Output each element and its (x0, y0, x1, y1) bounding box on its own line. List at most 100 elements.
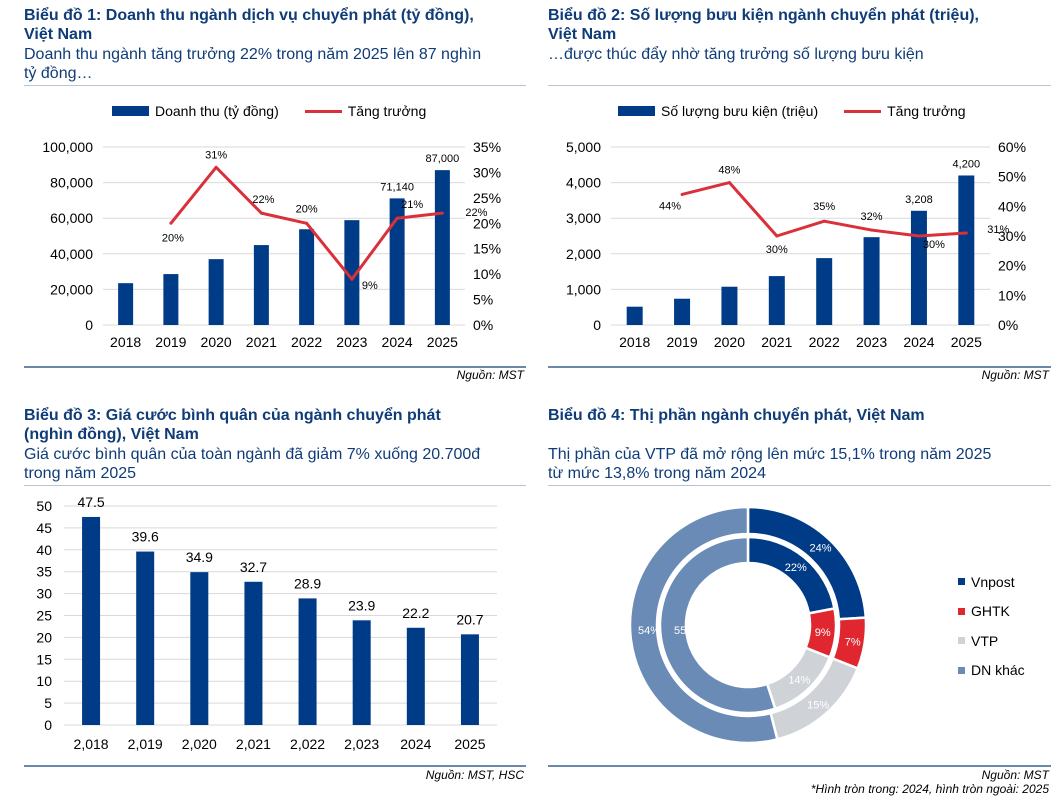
y-tick-label: 50 (36, 498, 52, 514)
slice-label: 15% (807, 700, 829, 712)
chart3-subtitle: Giá cước bình quân của toàn ngành đã giả… (24, 445, 534, 483)
chart2-header-rule (548, 85, 1051, 86)
growth-point (169, 221, 173, 225)
growth-data-label: 20% (296, 203, 318, 215)
chart1-svg: 0 20,000 40,000 60,000 80,000 100,000 0% 5% 10% 1… (42, 139, 501, 350)
chart3-footer-rule (24, 765, 526, 767)
legend-item-vtp: VTP (958, 626, 1025, 656)
legend-label-growth: Tăng trưởng (347, 103, 427, 119)
legend-label-other: DN khác (971, 662, 1025, 679)
legend-swatch-ghtk (958, 607, 965, 615)
y-left-tick-label: 40,000 (50, 246, 93, 262)
y-right-tick-label: 0% (998, 317, 1018, 333)
y-tick-label: 15 (36, 651, 52, 667)
x-tick-label: 2025 (427, 334, 458, 350)
chart1-title: Biểu đồ 1: Doanh thu ngành dịch vụ chuyể… (24, 6, 534, 44)
bar-data-label: 4,200 (953, 158, 981, 170)
y-tick-label: 25 (36, 608, 52, 624)
chart1-legend: Doanh thu (tỷ đồng) Tăng trưởng (112, 103, 426, 119)
y-right-tick-label: 10% (473, 266, 501, 282)
legend-swatch-vnpost (958, 578, 965, 586)
bar-data-label: 47.5 (77, 494, 104, 510)
growth-point (395, 216, 399, 220)
bar (244, 581, 263, 725)
bar (863, 237, 880, 325)
outer-slice-dn-khác (628, 505, 779, 745)
legend-label-vnpost: Vnpost (971, 573, 1015, 590)
bar (460, 634, 479, 725)
chart4-subtitle-line1: Thị phần của VTP đã mở rộng lên mức 15,1… (548, 446, 992, 463)
legend-item-ghtk: GHTK (958, 597, 1025, 627)
growth-point (214, 165, 218, 169)
growth-data-label: 20% (162, 232, 184, 244)
bar-data-label: 22.2 (402, 605, 429, 621)
y-tick-label: 30 (36, 586, 52, 602)
growth-point (917, 234, 921, 238)
x-tick-label: 2024 (903, 334, 934, 350)
y-right-tick-label: 20% (473, 215, 501, 231)
y-right-tick-label: 15% (473, 241, 501, 257)
slice-label: 24% (810, 543, 832, 555)
growth-point (305, 221, 309, 225)
bar (352, 620, 371, 725)
growth-data-label: 30% (766, 244, 788, 256)
growth-point (350, 277, 354, 281)
growth-point (440, 211, 444, 215)
slice-label: 55% (674, 625, 696, 637)
chart4-footer-rule (548, 765, 1051, 767)
x-tick-label: 2,018 (74, 736, 109, 752)
x-tick-label: 2021 (761, 334, 792, 350)
bar (118, 283, 134, 325)
bar (434, 170, 450, 325)
chart2-title-line2: Việt Nam (548, 26, 617, 43)
chart3-header-rule (24, 485, 526, 486)
y-right-tick-label: 30% (998, 228, 1026, 244)
x-tick-label: 2023 (336, 334, 367, 350)
y-left-tick-label: 1,000 (566, 281, 601, 297)
y-tick-label: 45 (36, 520, 52, 536)
inner-slice-dn-khác (658, 535, 777, 715)
growth-point (727, 181, 731, 185)
chart1-subtitle-line1: Doanh thu ngành tăng trưởng 22% trong nă… (24, 46, 482, 63)
bar (910, 210, 927, 325)
chart3-subtitle-line2: trong năm 2025 (24, 465, 137, 482)
chart4-title-line1: Biểu đồ 4: Thị phần ngành chuyển phát, V… (548, 407, 925, 424)
legend-swatch-vtp (958, 637, 965, 645)
y-left-tick-label: 100,000 (42, 139, 93, 155)
x-tick-label: 2025 (454, 736, 485, 752)
growth-data-label: 9% (362, 280, 378, 292)
bar-data-label: 87,000 (426, 153, 460, 165)
y-right-tick-label: 5% (473, 292, 493, 308)
slice-label: 22% (785, 562, 807, 574)
x-tick-label: 2,022 (290, 736, 325, 752)
y-right-tick-label: 0% (473, 317, 493, 333)
y-left-tick-label: 3,000 (566, 210, 601, 226)
chart3-source: Nguồn: MST, HSC (425, 768, 524, 782)
chart1-source: Nguồn: MST (456, 368, 524, 382)
x-tick-label: 2025 (951, 334, 982, 350)
bar (958, 175, 975, 325)
growth-data-label: 32% (861, 211, 883, 223)
legend-swatch-other (958, 666, 965, 674)
chart2-subtitle-line1: …được thúc đẩy nhờ tăng trưởng số lượng … (548, 46, 924, 63)
chart2-svg: 0 1,000 2,000 3,000 4,000 5,000 0% 10% 20% 30% 40%… (566, 139, 1026, 350)
bar (208, 259, 224, 325)
legend-bar-swatch (618, 106, 655, 116)
legend-item-vnpost: Vnpost (958, 567, 1025, 597)
y-right-tick-label: 60% (998, 139, 1026, 155)
x-tick-label: 2,021 (236, 736, 271, 752)
growth-data-label: 35% (813, 201, 835, 213)
bar (721, 286, 738, 325)
x-tick-label: 2020 (714, 334, 745, 350)
legend-label-revenue: Doanh thu (tỷ đồng) (155, 103, 279, 119)
y-left-tick-label: 0 (85, 317, 93, 333)
bar (768, 276, 785, 325)
growth-point (822, 219, 826, 223)
x-tick-label: 2022 (809, 334, 840, 350)
chart4-note: *Hình tròn trong: 2024, hình tròn ngoài:… (810, 782, 1049, 796)
growth-point (964, 231, 968, 235)
bar-data-label: 3,208 (905, 194, 933, 206)
x-tick-label: 2022 (291, 334, 322, 350)
chart2-legend: Số lượng bưu kiện (triệu) Tăng trưởng (618, 103, 966, 119)
bar (626, 306, 643, 325)
